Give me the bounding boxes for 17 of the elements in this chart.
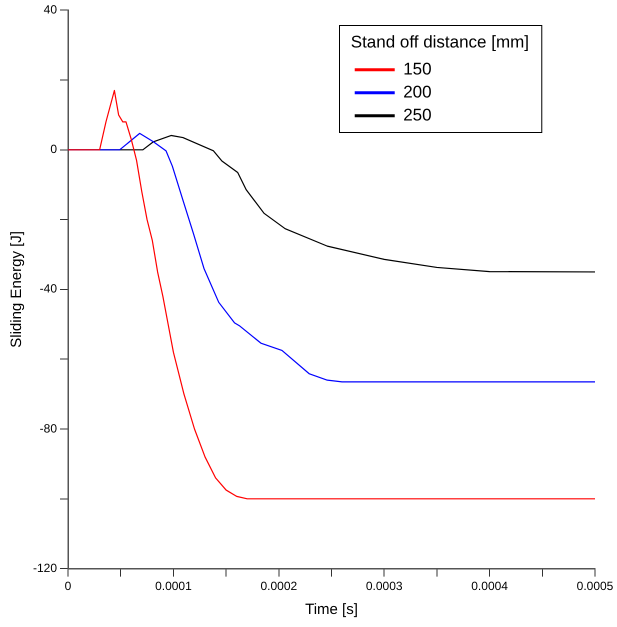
x-axis-title: Time [s] — [305, 601, 358, 618]
x-tick-label: 0 — [64, 579, 72, 594]
x-tick-label: 0.0002 — [260, 579, 298, 594]
legend-title: Stand off distance [mm] — [350, 32, 530, 52]
y-tick-label: -120 — [32, 560, 58, 575]
legend-label: 200 — [403, 82, 432, 102]
y-tick-label: 0 — [50, 142, 58, 156]
x-tick-label: 0.0004 — [471, 579, 508, 594]
legend-label: 150 — [403, 59, 432, 78]
y-tick-label: -80 — [40, 421, 58, 436]
x-tick-label: 0.0005 — [576, 579, 614, 594]
x-tick-label: 0.0003 — [366, 579, 403, 594]
y-axis-title: Sliding Energy [J] — [8, 231, 26, 348]
legend-label: 250 — [403, 105, 432, 124]
x-tick-label: 0.0001 — [155, 579, 192, 594]
y-tick-label: -40 — [40, 282, 58, 296]
y-tick-label: 40 — [44, 2, 58, 17]
